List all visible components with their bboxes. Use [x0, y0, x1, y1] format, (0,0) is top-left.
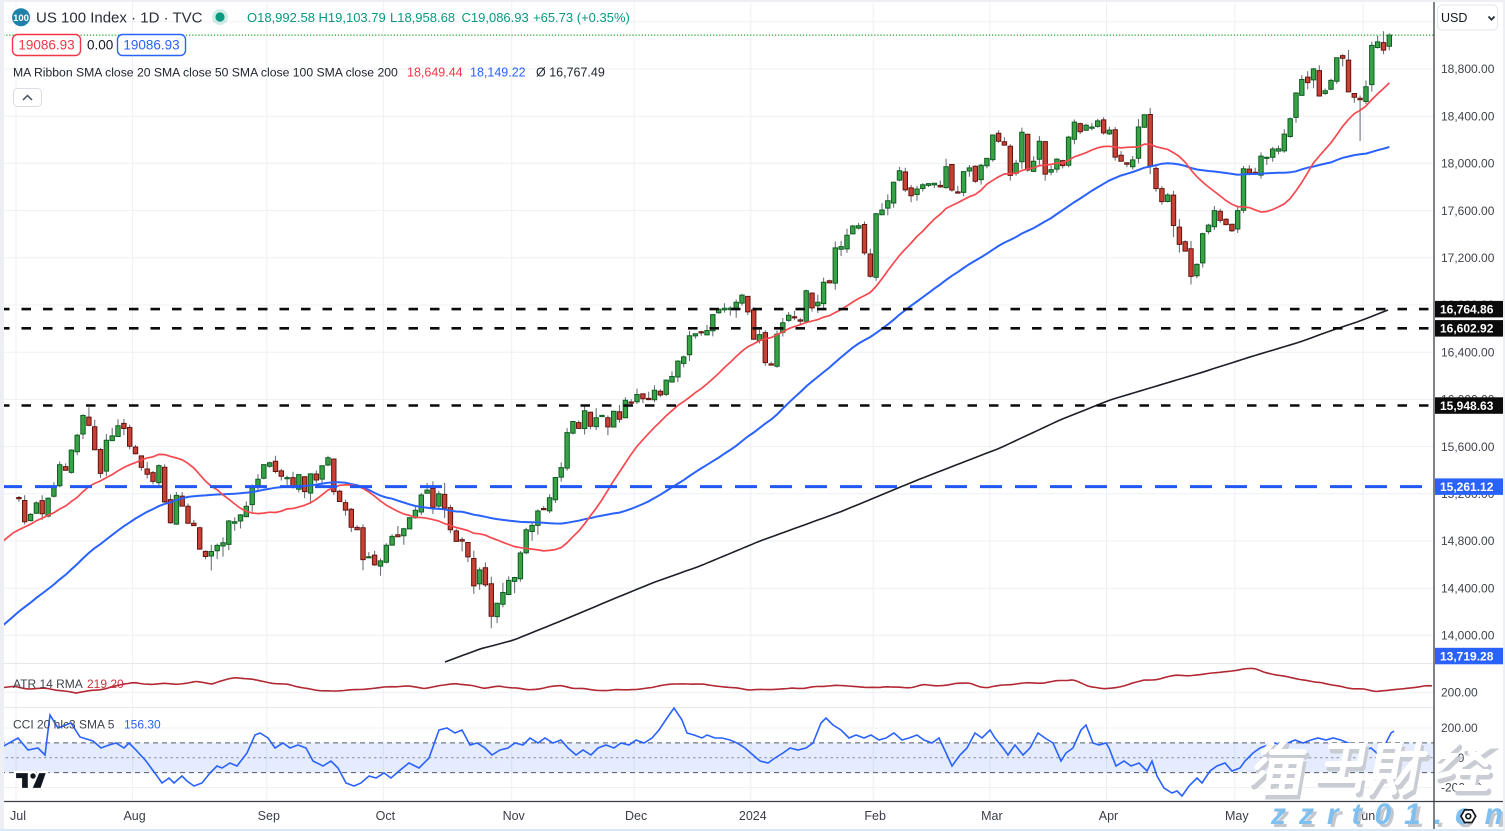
svg-text:14,800.00: 14,800.00 — [1441, 534, 1495, 548]
svg-text:15,948.63: 15,948.63 — [1440, 399, 1494, 413]
svg-text:0.00: 0.00 — [87, 38, 113, 53]
svg-text:18,149.22: 18,149.22 — [470, 66, 526, 80]
svg-text:156.30: 156.30 — [124, 718, 161, 732]
svg-text:Nov: Nov — [503, 809, 526, 823]
svg-text:Dec: Dec — [625, 809, 647, 823]
svg-text:18,800.00: 18,800.00 — [1441, 62, 1495, 76]
svg-text:14,400.00: 14,400.00 — [1441, 581, 1495, 595]
svg-text:17,200.00: 17,200.00 — [1441, 251, 1495, 265]
svg-text:200.00: 200.00 — [1441, 686, 1478, 700]
svg-text:MA Ribbon SMA close 20 SMA clo: MA Ribbon SMA close 20 SMA close 50 SMA … — [13, 66, 398, 80]
svg-text:2024: 2024 — [739, 809, 767, 823]
svg-text:100: 100 — [13, 13, 29, 24]
svg-text:Mar: Mar — [981, 809, 1003, 823]
svg-text:16,764.86: 16,764.86 — [1440, 302, 1494, 316]
svg-text:Feb: Feb — [864, 809, 886, 823]
svg-text:ATR 14 RMA: ATR 14 RMA — [13, 677, 83, 691]
svg-text:15,261.12: 15,261.12 — [1440, 480, 1494, 494]
svg-text:18,400.00: 18,400.00 — [1441, 109, 1495, 123]
svg-text:Aug: Aug — [123, 809, 145, 823]
svg-text:219.20: 219.20 — [87, 677, 124, 691]
svg-text:Jul: Jul — [10, 809, 26, 823]
svg-text:Jun: Jun — [1355, 809, 1375, 823]
svg-text:USD: USD — [1441, 11, 1467, 25]
svg-text:16,400.00: 16,400.00 — [1441, 345, 1495, 359]
svg-text:US 100 Index · 1D · TVC: US 100 Index · 1D · TVC — [36, 10, 203, 27]
svg-text:Oct: Oct — [376, 809, 396, 823]
svg-text:13,719.28: 13,719.28 — [1440, 649, 1494, 663]
svg-text:18,000.00: 18,000.00 — [1441, 157, 1495, 171]
svg-text:200.00: 200.00 — [1441, 721, 1478, 735]
svg-text:Apr: Apr — [1099, 809, 1118, 823]
svg-text:May: May — [1225, 809, 1249, 823]
svg-text:17,600.00: 17,600.00 — [1441, 204, 1495, 218]
svg-text:19086.93: 19086.93 — [123, 38, 179, 53]
svg-text:19086.93: 19086.93 — [18, 38, 74, 53]
svg-text:18,649.44: 18,649.44 — [407, 66, 463, 80]
svg-text:CCI 20 hlc3 SMA 5: CCI 20 hlc3 SMA 5 — [13, 718, 115, 732]
svg-text:14,000.00: 14,000.00 — [1441, 629, 1495, 643]
svg-text:15,600.00: 15,600.00 — [1441, 440, 1495, 454]
svg-text:Sep: Sep — [258, 809, 280, 823]
svg-text:Ø 16,767.49: Ø 16,767.49 — [536, 66, 605, 80]
svg-text:16,602.92: 16,602.92 — [1440, 322, 1494, 336]
